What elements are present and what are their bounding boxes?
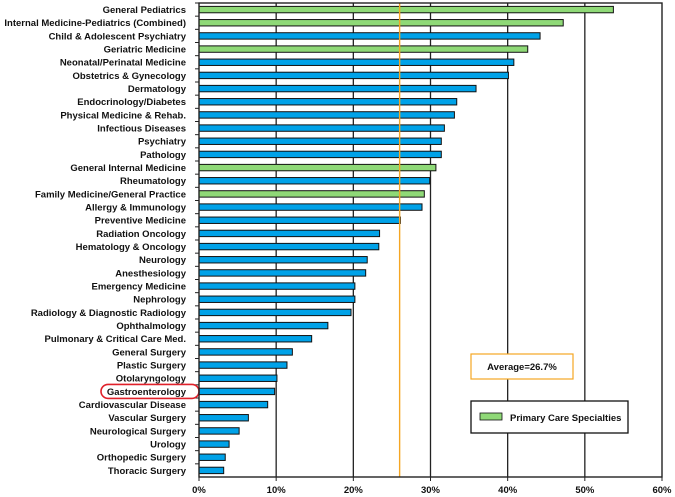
category-label: Obstetrics & Gynecology bbox=[72, 71, 186, 82]
bar bbox=[198, 269, 367, 277]
bar bbox=[198, 414, 249, 422]
bar bbox=[198, 308, 352, 317]
category-label: Vascular Surgery bbox=[108, 413, 186, 424]
category-label: Pathology bbox=[140, 150, 187, 161]
category-label: Emergency Medicine bbox=[91, 281, 186, 292]
bar bbox=[198, 190, 425, 198]
category-label: Neurological Surgery bbox=[90, 426, 187, 437]
bars bbox=[198, 5, 614, 475]
category-label: General Internal Medicine bbox=[70, 163, 186, 174]
category-label: Hematology & Oncology bbox=[76, 242, 187, 253]
category-label: Nephrology bbox=[133, 295, 186, 306]
average-box: Average=26.7% bbox=[470, 353, 574, 380]
bar bbox=[198, 229, 381, 238]
bar bbox=[198, 321, 329, 330]
bar bbox=[198, 282, 356, 290]
category-label: Radiology & Diagnostic Radiology bbox=[31, 308, 187, 319]
bar bbox=[198, 361, 288, 369]
bar bbox=[198, 400, 269, 409]
bar bbox=[198, 19, 564, 27]
bar bbox=[198, 295, 356, 303]
bar bbox=[198, 453, 226, 461]
bar bbox=[198, 124, 445, 132]
bar bbox=[198, 84, 477, 93]
bar bbox=[198, 177, 431, 185]
legend-label: Primary Care Specialties bbox=[510, 413, 621, 424]
bar bbox=[198, 335, 313, 343]
category-label: Ophthalmology bbox=[116, 321, 186, 332]
bar bbox=[198, 374, 278, 382]
category-label: Neurology bbox=[139, 255, 187, 266]
category-label: Preventive Medicine bbox=[95, 216, 186, 227]
category-label: Family Medicine/General Practice bbox=[35, 189, 186, 200]
category-label: Thoracic Surgery bbox=[108, 466, 187, 477]
bar bbox=[198, 163, 437, 172]
category-label: Rheumatology bbox=[120, 176, 187, 187]
category-label: Neonatal/Perinatal Medicine bbox=[60, 58, 186, 69]
category-label: Plastic Surgery bbox=[117, 360, 187, 371]
bar bbox=[198, 387, 276, 396]
x-tick-label: 20% bbox=[344, 485, 364, 496]
category-label: Child & Adolescent Psychiatry bbox=[49, 31, 187, 42]
bar bbox=[198, 242, 380, 251]
category-label: Otolaryngology bbox=[116, 374, 187, 385]
x-tick-label: 0% bbox=[192, 485, 206, 496]
x-tick-label: 40% bbox=[498, 485, 518, 496]
category-label: Urology bbox=[150, 439, 187, 450]
bar bbox=[198, 32, 541, 40]
category-label: Dermatology bbox=[128, 84, 187, 95]
category-label: Anesthesiology bbox=[115, 268, 186, 279]
bar bbox=[198, 256, 368, 264]
category-label: Infectious Diseases bbox=[97, 123, 186, 134]
bar bbox=[198, 150, 442, 159]
plot-frame bbox=[198, 2, 663, 478]
bar bbox=[198, 427, 240, 435]
x-tick-label: 10% bbox=[267, 485, 287, 496]
category-label: Physical Medicine & Rehab. bbox=[60, 110, 186, 121]
category-label: Endocrinology/Diabetes bbox=[77, 97, 186, 108]
legend-swatch-primary bbox=[479, 412, 503, 421]
bar bbox=[198, 216, 401, 224]
category-label: Gastroenterology bbox=[107, 387, 187, 398]
bar bbox=[198, 203, 423, 211]
bar bbox=[198, 45, 529, 53]
bar bbox=[198, 466, 225, 475]
x-tick-label: 30% bbox=[421, 485, 441, 496]
category-label: Allergy & Immunology bbox=[85, 202, 187, 213]
category-label: Pulmonary & Critical Care Med. bbox=[45, 334, 186, 345]
category-label: Psychiatry bbox=[138, 137, 187, 148]
category-label: General Surgery bbox=[112, 347, 187, 358]
bar bbox=[198, 5, 614, 14]
bar bbox=[198, 111, 455, 119]
average-label: Average=26.7% bbox=[487, 362, 557, 373]
bar bbox=[198, 71, 509, 80]
bar bbox=[198, 348, 293, 356]
category-label: Orthopedic Surgery bbox=[97, 453, 187, 464]
category-label: General Pediatrics bbox=[103, 5, 186, 16]
category-label: Internal Medicine-Pediatrics (Combined) bbox=[4, 18, 186, 29]
bar bbox=[198, 440, 230, 448]
x-tick-label: 50% bbox=[575, 485, 595, 496]
category-label: Radiation Oncology bbox=[96, 229, 186, 240]
category-label: Cardiovascular Disease bbox=[79, 400, 186, 411]
category-labels: General Pediatrics Internal Medicine-Pedi… bbox=[4, 5, 200, 477]
x-tick-labels: 0% 10% 20% 30% 40% 50% 60% bbox=[192, 485, 672, 496]
bar bbox=[198, 98, 458, 106]
legend: Primary Care Specialties bbox=[470, 400, 629, 434]
bar bbox=[198, 58, 515, 66]
bar bbox=[198, 137, 442, 145]
x-tick-label: 60% bbox=[652, 485, 672, 496]
category-label: Geriatric Medicine bbox=[104, 44, 186, 55]
